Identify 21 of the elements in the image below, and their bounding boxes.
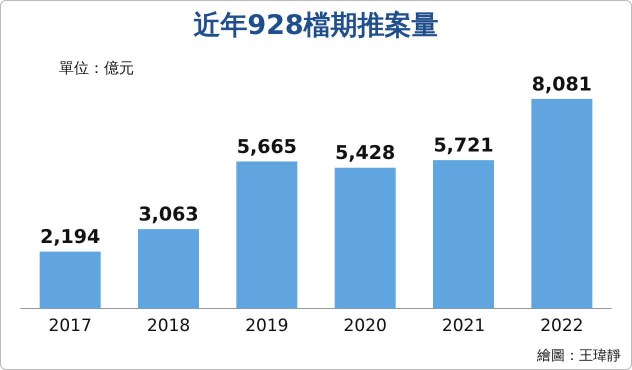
x-tick-label: 2020 bbox=[344, 316, 387, 336]
x-tick-label: 2017 bbox=[48, 316, 92, 336]
data-label: 2,194 bbox=[40, 226, 100, 248]
text: 繪圖：王瑋靜 bbox=[537, 347, 621, 365]
data-label: 3,063 bbox=[138, 204, 199, 226]
x-tick-label: 2019 bbox=[245, 316, 288, 336]
data-label: 5,721 bbox=[433, 134, 494, 157]
bar bbox=[334, 168, 396, 309]
bar bbox=[40, 252, 101, 309]
bar bbox=[138, 229, 199, 309]
bar bbox=[433, 160, 494, 309]
data-label: 8,081 bbox=[532, 73, 592, 96]
text: 單位：億元 bbox=[59, 59, 134, 78]
bar bbox=[236, 162, 298, 309]
chart-title: 近年928檔期推案量 bbox=[192, 9, 440, 43]
bar bbox=[531, 98, 592, 309]
x-tick-label: 2021 bbox=[442, 316, 486, 336]
x-tick-label: 2022 bbox=[540, 316, 584, 336]
data-label: 5,428 bbox=[335, 142, 396, 164]
x-tick-label: 2018 bbox=[146, 316, 190, 336]
data-label: 5,665 bbox=[236, 136, 297, 158]
